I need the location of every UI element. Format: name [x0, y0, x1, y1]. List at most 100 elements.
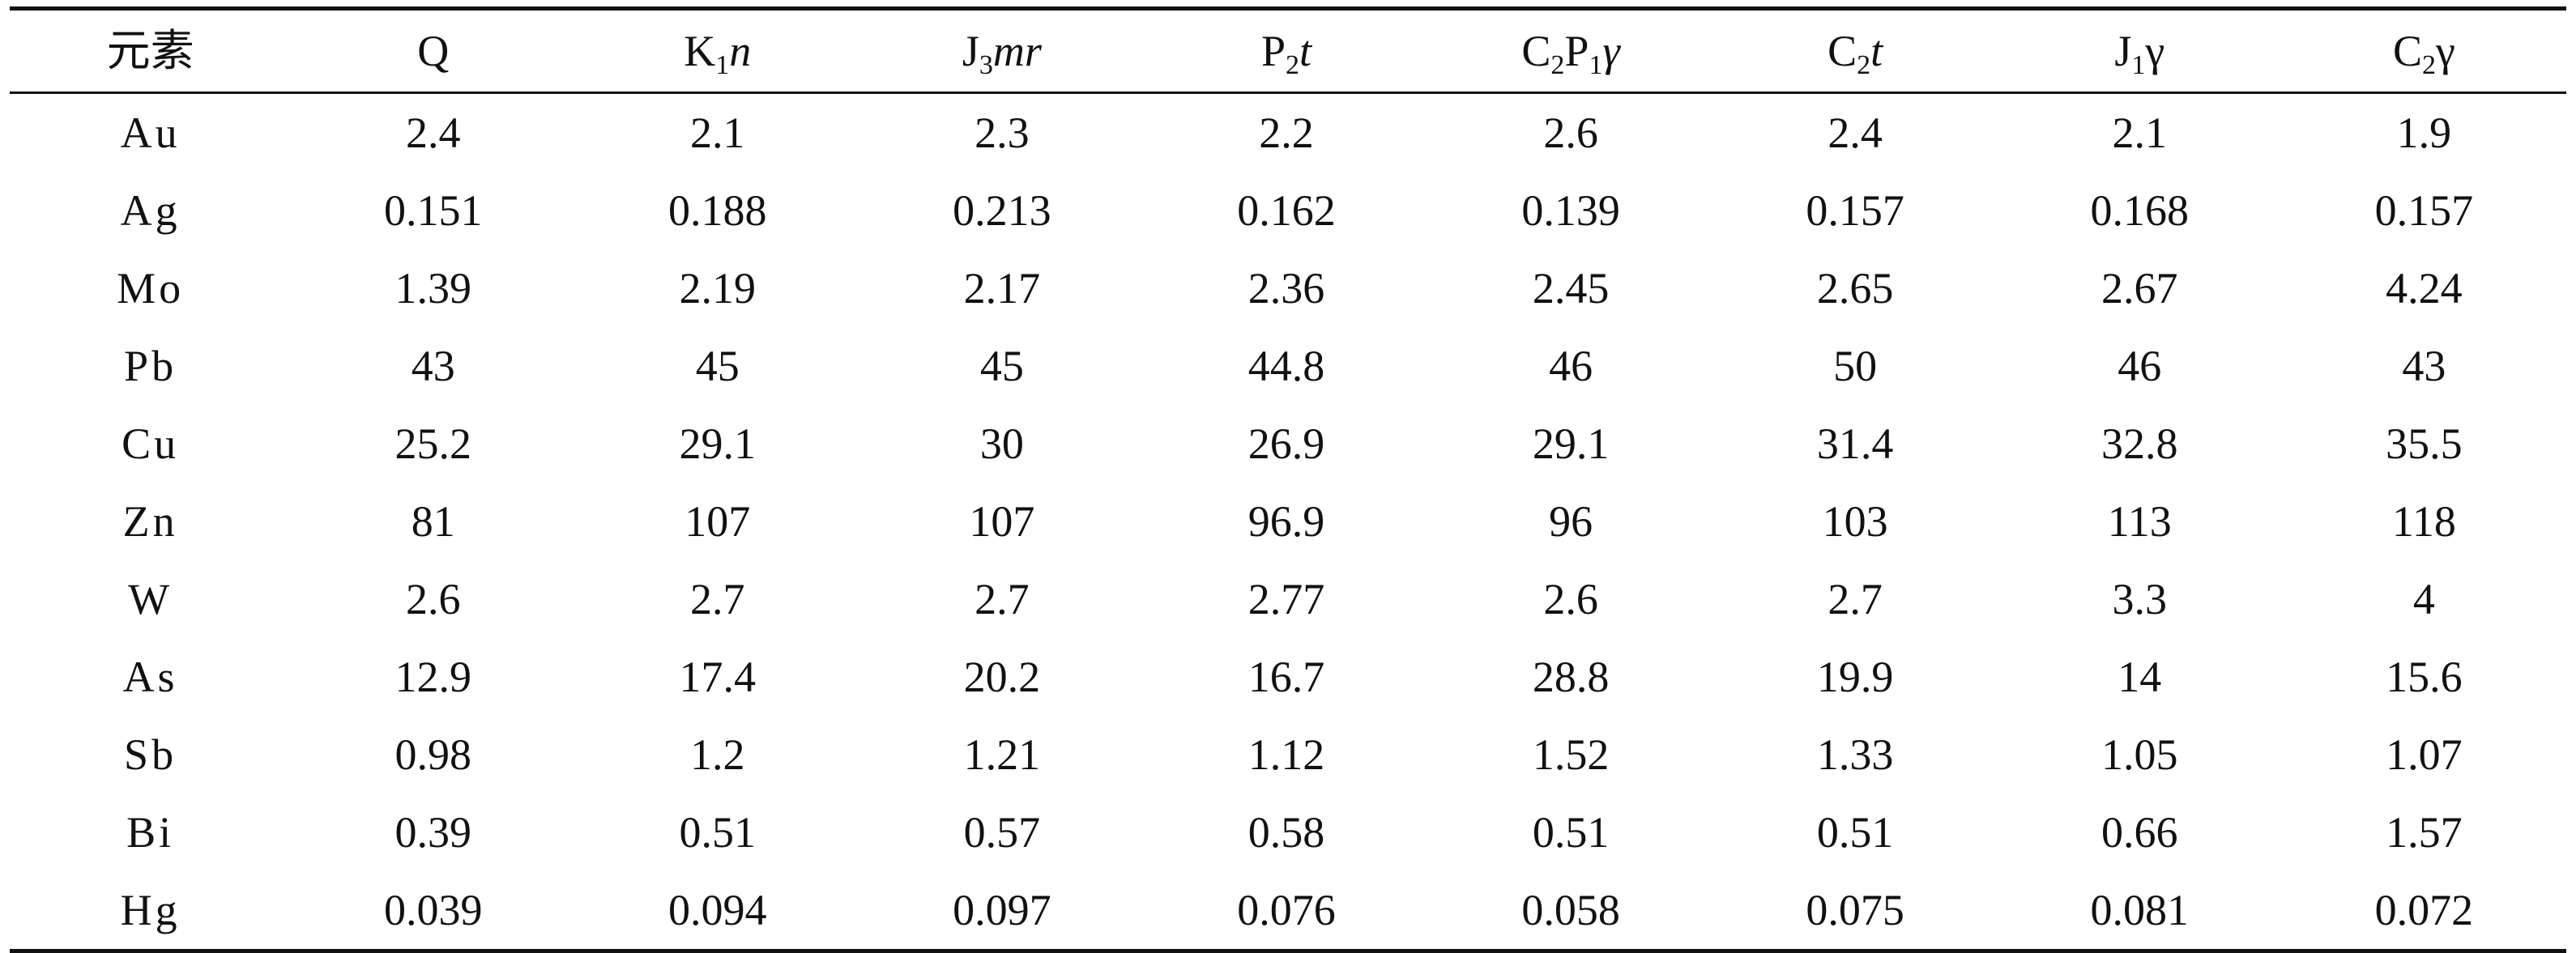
table-cell: 30: [979, 419, 1024, 468]
table-row: Au 2.4 2.1 2.3 2.2 2.6 2.4 2.1 1.9: [10, 93, 2566, 172]
table-row: Ag 0.151 0.188 0.213 0.162 0.139 0.157 0.168 0.1…: [10, 172, 2566, 249]
table-cell: 0.157: [1806, 186, 1904, 235]
table-row: Bi 0.39 0.51 0.57 0.58 0.51 0.51 0.66 1.57: [10, 793, 2566, 871]
header-stratum-3: J3mr: [859, 9, 1144, 93]
header-stratum-6-part-1: C: [1828, 27, 1857, 75]
row-element-label: Ag: [120, 186, 181, 235]
table-cell: 45: [979, 342, 1024, 390]
row-element-label: Cu: [122, 419, 180, 468]
table-cell: 50: [1833, 342, 1878, 390]
table-cell: 2.4: [1828, 108, 1883, 157]
table-row: Mo 1.39 2.19 2.17 2.36 2.45 2.65 2.67 4.24: [10, 249, 2566, 327]
table-cell: 1.57: [2386, 808, 2463, 857]
row-element-label: Pb: [124, 342, 177, 390]
table-cell: 32.8: [2101, 419, 2178, 468]
header-stratum-5-part-3: P: [1564, 27, 1589, 75]
table-cell: 0.039: [383, 886, 483, 934]
header-stratum-8-part-3: γ: [2435, 27, 2455, 75]
row-element-label: Mo: [117, 264, 185, 313]
table-cell: 28.8: [1532, 653, 1610, 701]
table-cell: 1.52: [1532, 730, 1610, 779]
table-cell: 0.139: [1521, 186, 1620, 235]
header-stratum-6: C2t: [1713, 9, 1998, 93]
table-cell: 17.4: [679, 653, 757, 701]
header-stratum-1: Q: [291, 9, 575, 93]
table-cell: 96.9: [1247, 497, 1325, 546]
table-cell: 0.058: [1521, 886, 1620, 934]
header-stratum-6-part-2: 2: [1857, 50, 1871, 80]
header-stratum-5: C2P1γ: [1429, 9, 1713, 93]
header-stratum-5-part-2: 2: [1550, 50, 1565, 80]
table-cell: 0.072: [2374, 886, 2474, 934]
table-cell: 1.12: [1247, 730, 1325, 779]
table-cell: 113: [2107, 497, 2172, 546]
table-cell: 2.67: [2101, 264, 2178, 313]
element-table: 元素 Q K1n J3mr P2t C2P1γ C2t J1γ C2γ Au 2.4 2.1 2.3…: [10, 6, 2566, 953]
table-cell: 0.66: [2101, 808, 2178, 857]
header-stratum-1-part-1: Q: [417, 27, 450, 75]
table-cell: 4: [2412, 575, 2435, 623]
table-cell: 2.1: [690, 108, 745, 157]
table-cell: 2.77: [1247, 575, 1325, 623]
table-cell: 2.45: [1532, 264, 1610, 313]
row-element-label: Bi: [126, 808, 175, 857]
table-cell: 46: [1549, 342, 1593, 390]
table-cell: 1.33: [1816, 730, 1894, 779]
header-stratum-4-part-2: 2: [1286, 50, 1299, 80]
table-cell: 1.9: [2396, 108, 2452, 157]
header-stratum-4: P2t: [1144, 9, 1428, 93]
header-stratum-5-part-1: C: [1521, 27, 1551, 75]
table-cell: 0.157: [2374, 186, 2474, 235]
table-cell: 1.39: [395, 264, 471, 313]
table-cell: 2.1: [2112, 108, 2168, 157]
table-cell: 3.3: [2112, 575, 2168, 623]
table-cell: 31.4: [1816, 419, 1894, 468]
table-cell: 2.19: [679, 264, 757, 313]
table-cell: 0.98: [395, 730, 471, 779]
table-cell: 4.24: [2386, 264, 2463, 313]
table-cell: 35.5: [2386, 419, 2463, 468]
header-stratum-2: K1n: [575, 9, 859, 93]
table-cell: 44.8: [1247, 342, 1325, 390]
table-cell: 14: [2118, 653, 2162, 701]
table-cell: 118: [2391, 497, 2456, 546]
table-cell: 2.7: [690, 575, 745, 623]
table-cell: 29.1: [1532, 419, 1610, 468]
table-cell: 0.213: [953, 186, 1051, 235]
header-stratum-2-part-2: 1: [715, 50, 730, 80]
row-element-label: As: [122, 653, 178, 701]
table-row: Hg 0.039 0.094 0.097 0.076 0.058 0.075 0.081 0.0…: [10, 871, 2566, 951]
table-cell: 0.081: [2090, 886, 2190, 934]
table-cell: 2.6: [405, 575, 461, 623]
table-cell: 45: [695, 342, 740, 390]
header-stratum-4-part-3: t: [1299, 27, 1312, 75]
table-row: As 12.9 17.4 20.2 16.7 28.8 19.9 14 15.6: [10, 638, 2566, 716]
table-body: Au 2.4 2.1 2.3 2.2 2.6 2.4 2.1 1.9 Ag 0.151 0.188 0.…: [10, 93, 2566, 951]
table-cell: 2.6: [1543, 108, 1598, 157]
table-cell: 1.05: [2101, 730, 2178, 779]
table-cell: 107: [969, 497, 1035, 546]
table-cell: 43: [411, 342, 455, 390]
header-stratum-8-part-2: 2: [2421, 50, 2436, 80]
table-cell: 2.6: [1543, 575, 1598, 623]
row-element-label: Au: [120, 108, 181, 157]
table-cell: 1.21: [963, 730, 1041, 779]
table-cell: 26.9: [1247, 419, 1325, 468]
table-cell: 0.162: [1237, 186, 1336, 235]
table-cell: 15.6: [2386, 653, 2463, 701]
table-cell: 20.2: [963, 653, 1041, 701]
table-cell: 0.097: [953, 886, 1051, 934]
table-row: Zn 81 107 107 96.9 96 103 113 118: [10, 483, 2566, 560]
table-cell: 43: [2402, 342, 2446, 390]
table-row: W 2.6 2.7 2.7 2.77 2.6 2.7 3.3 4: [10, 560, 2566, 638]
header-stratum-7-part-2: 1: [2131, 50, 2146, 80]
header-stratum-4-part-1: P: [1260, 27, 1286, 75]
table-cell: 1.2: [690, 730, 745, 779]
table-cell: 0.094: [668, 886, 767, 934]
header-stratum-2-part-3: n: [729, 27, 752, 75]
table-cell: 2.3: [975, 108, 1030, 157]
table-cell: 96: [1549, 497, 1593, 546]
table-cell: 16.7: [1247, 653, 1325, 701]
table-cell: 0.58: [1247, 808, 1325, 857]
table-cell: 0.188: [668, 186, 767, 235]
